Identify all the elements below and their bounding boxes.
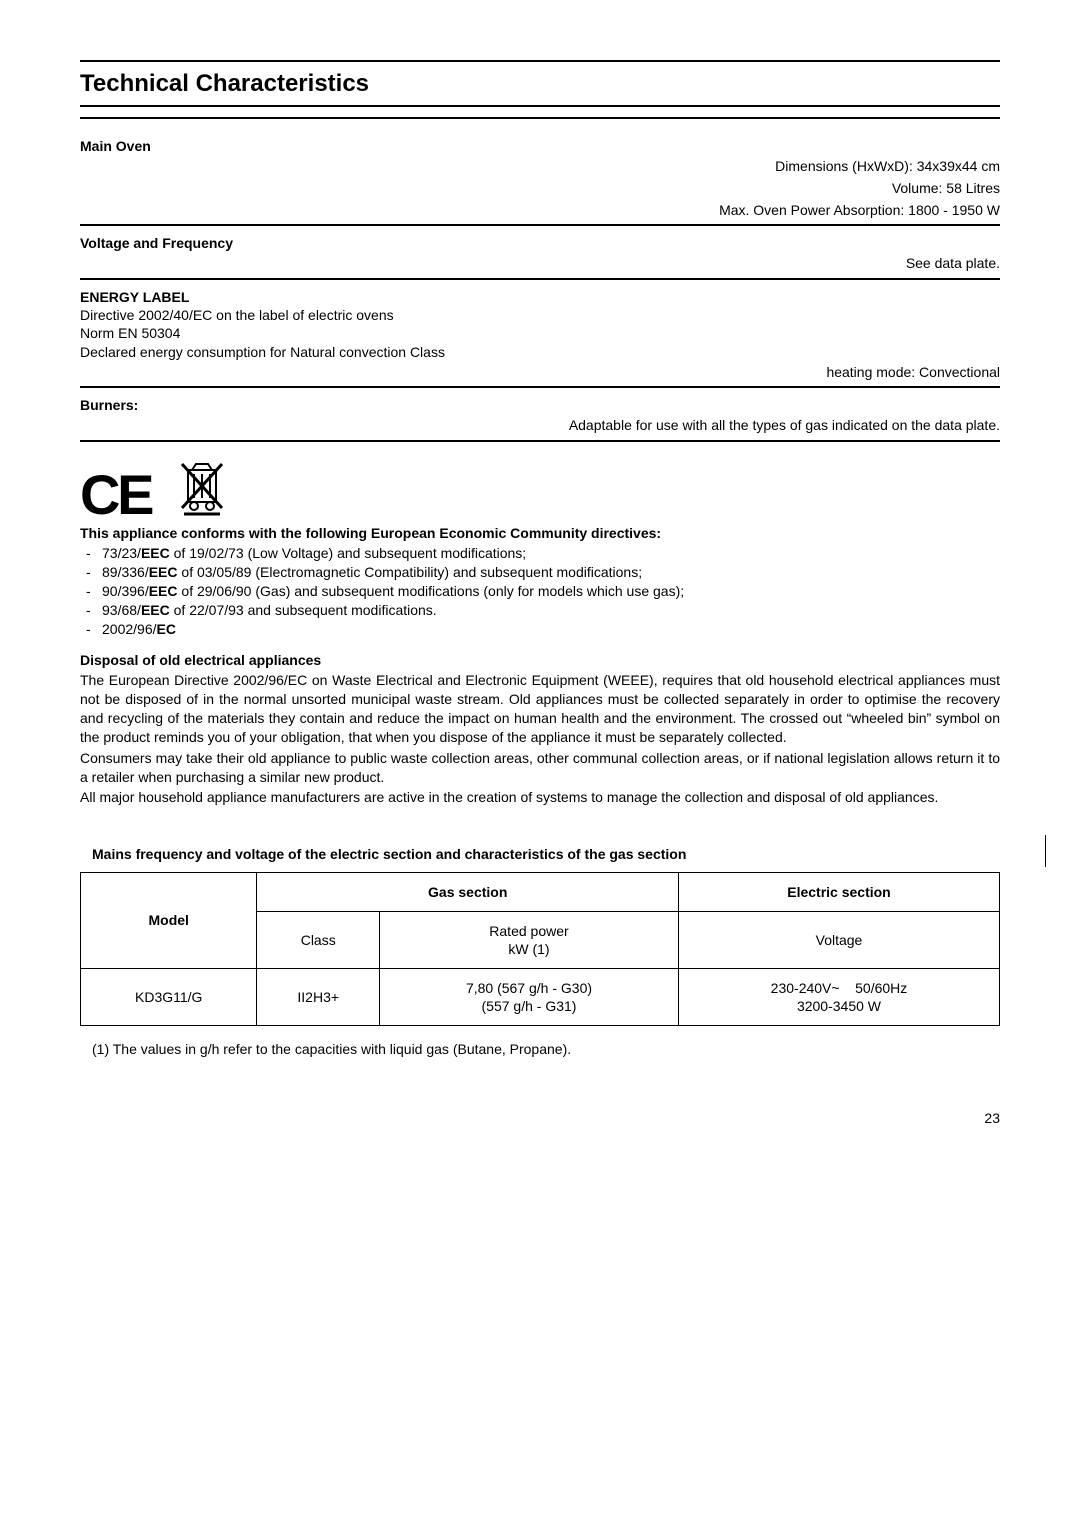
td-rated: 7,80 (567 g/h - G30) (557 g/h - G31) — [379, 969, 678, 1026]
th-electric: Electric section — [678, 872, 999, 911]
th-model: Model — [81, 872, 257, 969]
disposal-p2: Consumers may take their old appliance t… — [80, 749, 1000, 787]
th-gas: Gas section — [257, 872, 679, 911]
directive-item: 2002/96/EC — [80, 620, 1000, 639]
energy-line3: Declared energy consumption for Natural … — [80, 343, 1000, 361]
divider — [80, 278, 1000, 280]
energy-line2: Norm EN 50304 — [80, 324, 1000, 342]
main-oven-dimensions: Dimensions (HxWxD): 34x39x44 cm — [80, 157, 1000, 177]
ce-mark-icon: C E — [80, 470, 150, 520]
directive-item: 93/68/EEC of 22/07/93 and subsequent mod… — [80, 601, 1000, 620]
energy-line1: Directive 2002/40/EC on the label of ele… — [80, 306, 1000, 324]
spec-table: Model Gas section Electric section Class… — [80, 872, 1000, 1027]
directive-item: 73/23/EEC of 19/02/73 (Low Voltage) and … — [80, 544, 1000, 563]
divider — [80, 224, 1000, 226]
directives-intro: This appliance conforms with the followi… — [80, 524, 1000, 542]
td-voltage: 230-240V~ 50/60Hz 3200-3450 W — [678, 969, 999, 1026]
page-title: Technical Characteristics — [80, 60, 1000, 107]
weee-bin-icon — [174, 456, 230, 520]
table-footnote: (1) The values in g/h refer to the capac… — [92, 1040, 1000, 1058]
th-voltage: Voltage — [678, 911, 999, 968]
directive-item: 89/336/EEC of 03/05/89 (Electromagnetic … — [80, 563, 1000, 582]
compliance-icons: C E — [80, 456, 1000, 520]
title-underline — [80, 111, 1000, 119]
th-class: Class — [257, 911, 380, 968]
main-oven-label: Main Oven — [80, 137, 1000, 155]
td-model: KD3G11/G — [81, 969, 257, 1026]
energy-label: ENERGY LABEL — [80, 288, 1000, 306]
main-oven-maxpower: Max. Oven Power Absorption: 1800 - 1950 … — [80, 201, 1000, 221]
burners-label: Burners: — [80, 396, 1000, 414]
directives-list: 73/23/EEC of 19/02/73 (Low Voltage) and … — [80, 544, 1000, 638]
th-rated: Rated power kW (1) — [379, 911, 678, 968]
disposal-p3: All major household appliance manufactur… — [80, 788, 1000, 807]
disposal-p1: The European Directive 2002/96/EC on Was… — [80, 671, 1000, 747]
main-oven-volume: Volume: 58 Litres — [80, 179, 1000, 199]
divider — [80, 440, 1000, 442]
divider — [80, 386, 1000, 388]
table-caption: Mains frequency and voltage of the elect… — [92, 845, 1000, 863]
disposal-label: Disposal of old electrical appliances — [80, 651, 1000, 669]
burners-note: Adaptable for use with all the types of … — [80, 416, 1000, 436]
directive-item: 90/396/EEC of 29/06/90 (Gas) and subsequ… — [80, 582, 1000, 601]
page-number: 23 — [80, 1109, 1000, 1127]
voltage-freq-label: Voltage and Frequency — [80, 234, 1000, 252]
decorative-line — [1045, 835, 1046, 867]
td-class: II2H3+ — [257, 969, 380, 1026]
voltage-freq-note: See data plate. — [80, 254, 1000, 274]
energy-heating-mode: heating mode: Convectional — [80, 363, 1000, 383]
